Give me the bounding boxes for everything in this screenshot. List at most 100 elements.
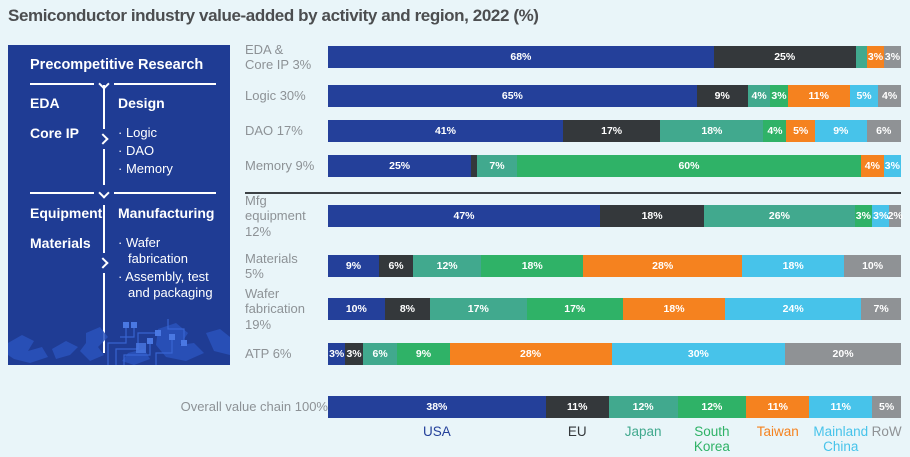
segment-value-label: 7% xyxy=(489,160,505,172)
segment-value-label: 3% xyxy=(346,348,362,360)
segment-taiwan: 4% xyxy=(860,155,884,177)
segment-value-label: 11% xyxy=(767,401,788,413)
segment-value-label: 60% xyxy=(678,160,700,172)
segment-usa: 38% xyxy=(328,396,546,418)
segment-value-label: 18% xyxy=(701,125,723,137)
core-ip-label: Core IP xyxy=(30,125,80,141)
segment-japan: 6% xyxy=(362,343,398,365)
row-label-mfg-equipment: Mfg equipment 12% xyxy=(245,192,306,239)
bar-row-atp: ATP 6% 3% 3% 6% 9% 28% 30% 20% xyxy=(245,343,901,365)
segment-south-korea: 3% xyxy=(770,85,788,107)
segment-eu: 18% xyxy=(600,205,705,227)
segment-eu xyxy=(471,155,477,177)
segment-value-label: 17% xyxy=(467,303,489,315)
list-item-wafer-fabrication: · Wafer fabrication xyxy=(118,235,188,266)
segment-eu: 11% xyxy=(545,396,609,418)
segment-taiwan: 11% xyxy=(787,85,850,107)
panel-flow-line xyxy=(103,85,105,353)
bar-row-memory: Memory 9% 25% 7% 60% 4% 3% xyxy=(245,155,901,177)
segment-eu: 8% xyxy=(384,298,431,320)
legend-japan: Japan xyxy=(624,424,662,439)
chevron-right-icon xyxy=(96,253,114,273)
segment-value-label: 28% xyxy=(520,348,542,360)
segment-south-korea: 18% xyxy=(481,255,584,277)
segment-japan: 12% xyxy=(608,396,678,418)
segment-value-label: 4% xyxy=(767,125,783,137)
manufacturing-label: Manufacturing xyxy=(118,205,215,221)
segment-value-label: 6% xyxy=(876,125,892,137)
bar-row-eda-core-ip: EDA & Core IP 3% 68% 25% 3% 3% xyxy=(245,42,901,72)
segment-value-label: 9% xyxy=(345,260,362,272)
segment-mainland-china: 5% xyxy=(849,85,879,107)
segment-value-label: 47% xyxy=(453,210,475,222)
row-label-logic: Logic 30% xyxy=(245,88,306,104)
bar-row-mfg-equipment: Mfg equipment 12% 47% 18% 26% 3% 3% 2% xyxy=(245,193,903,239)
segment-usa: 9% xyxy=(328,255,380,277)
segment-mainland-china: 24% xyxy=(725,298,862,320)
segment-value-label: 10% xyxy=(862,260,884,272)
segment-value-label: 12% xyxy=(701,401,723,413)
segment-value-label: 5% xyxy=(793,125,809,137)
segment-usa: 68% xyxy=(328,46,714,68)
segment-value-label: 5% xyxy=(856,90,872,102)
segment-usa: 3% xyxy=(328,343,346,365)
bar-row-logic: Logic 30% 65% 9% 4% 3% 11% 5% 4% xyxy=(245,85,901,107)
legend-eu: EU xyxy=(567,424,587,439)
segment-row: 3% xyxy=(883,46,901,68)
segment-value-label: 4% xyxy=(882,90,898,102)
segment-eu: 3% xyxy=(345,343,363,365)
list-item-dao: · DAO xyxy=(118,143,155,158)
segment-row: 2% xyxy=(888,205,903,227)
stacked-bar-wafer-fabrication: 10% 8% 17% 17% 18% 24% 7% xyxy=(328,298,901,320)
segment-value-label: 3% xyxy=(873,210,889,222)
segment-mainland-china: 3% xyxy=(883,155,901,177)
segment-south-korea: 9% xyxy=(397,343,450,365)
segment-value-label: 26% xyxy=(768,210,790,222)
list-item-memory: · Memory xyxy=(118,161,173,176)
panel-divider-top xyxy=(114,83,216,85)
segment-south-korea: 12% xyxy=(677,396,747,418)
stacked-bar-overall: 38% 11% 12% 12% 11% 11% 5% xyxy=(328,396,901,418)
segment-japan: 12% xyxy=(413,255,482,277)
segment-taiwan: 28% xyxy=(449,343,612,365)
segment-value-label: 3% xyxy=(329,348,345,360)
panel-divider-bottom xyxy=(30,192,94,194)
legend-usa: USA xyxy=(422,424,451,439)
segment-value-label: 41% xyxy=(434,125,456,137)
segment-row: 4% xyxy=(878,85,901,107)
segment-value-label: 17% xyxy=(564,303,586,315)
segment-taiwan: 18% xyxy=(622,298,726,320)
panel-divider-top xyxy=(30,83,94,85)
stacked-bar-memory: 25% 7% 60% 4% 3% xyxy=(328,155,901,177)
segment-value-label: 20% xyxy=(832,348,854,360)
legend: USA EU Japan South Korea Taiwan Mainland Chin… xyxy=(328,424,902,454)
segment-usa: 65% xyxy=(328,85,697,107)
segment-value-label: 18% xyxy=(663,303,685,315)
segment-value-label: 11% xyxy=(808,90,829,102)
segment-value-label: 38% xyxy=(426,401,448,413)
list-item-assembly-test-packaging: · Assembly, test and packaging xyxy=(118,269,213,300)
segment-value-label: 25% xyxy=(774,51,796,63)
segment-mainland-china: 3% xyxy=(872,205,890,227)
legend-mainland-china: Mainland China xyxy=(813,424,869,454)
segment-taiwan: 28% xyxy=(583,255,743,277)
segment-value-label: 65% xyxy=(501,90,523,102)
design-items-list: · Logic · DAO · Memory xyxy=(118,125,222,179)
value-chain-flow-panel: Precompetitive Research EDA Core IP Desi… xyxy=(8,45,230,365)
row-label-eda-core-ip: EDA & Core IP 3% xyxy=(245,41,312,73)
segment-value-label: 17% xyxy=(601,125,623,137)
row-label-atp: ATP 6% xyxy=(245,346,292,362)
segment-row: 10% xyxy=(844,255,901,277)
segment-south-korea: 3% xyxy=(854,205,873,227)
segment-value-label: 12% xyxy=(632,401,654,413)
eda-label: EDA xyxy=(30,95,60,111)
segment-south-korea: 60% xyxy=(517,155,861,177)
row-label-wafer-fabrication: Wafer fabrication 19% xyxy=(245,285,305,332)
stacked-bar-dao: 41% 17% 18% 4% 5% 9% 6% xyxy=(328,120,901,142)
legend-south-korea: South Korea xyxy=(693,424,730,454)
segment-south-korea: 17% xyxy=(526,298,623,320)
segment-row: 7% xyxy=(861,298,901,320)
segment-value-label: 11% xyxy=(830,401,851,413)
segment-value-label: 30% xyxy=(687,348,709,360)
